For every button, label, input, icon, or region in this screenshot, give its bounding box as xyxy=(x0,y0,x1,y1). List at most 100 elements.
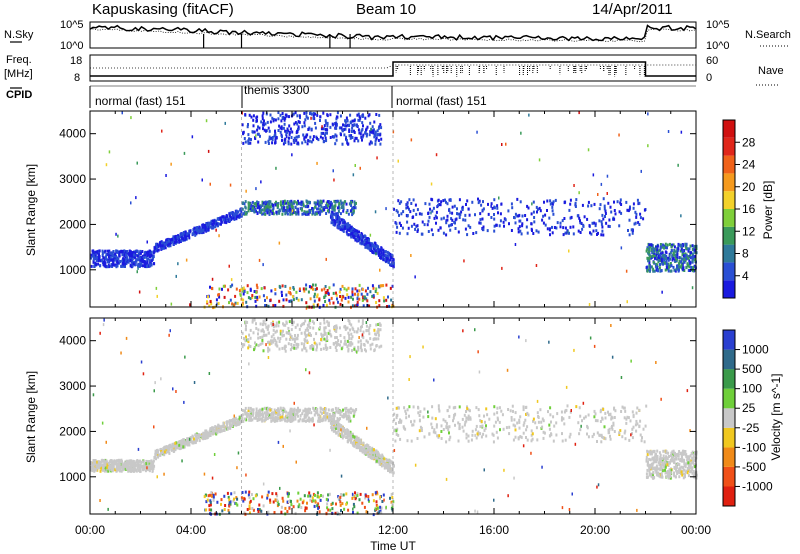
velocity-cell-1714 xyxy=(322,347,325,351)
velocity-cell-704 xyxy=(237,419,239,423)
power-cell-2102 xyxy=(604,209,607,213)
velocity-cell-1117 xyxy=(327,408,330,412)
velocity-cell-1587 xyxy=(368,332,371,336)
power-speck-13 xyxy=(258,258,261,262)
velocity-cell-624 xyxy=(202,434,205,438)
power-cell-1706 xyxy=(358,131,361,135)
velocity-cell-1449 xyxy=(355,443,358,447)
velocity-cell-360 xyxy=(152,460,155,464)
power-cell-2900 xyxy=(305,283,308,287)
power-cell-2562 xyxy=(662,262,665,266)
power-cell-2784 xyxy=(247,296,250,300)
power-cell-330 xyxy=(123,249,126,253)
power-cell-2254 xyxy=(554,198,557,202)
power-cell-1569 xyxy=(281,135,283,139)
power-cell-1888 xyxy=(314,112,316,116)
power-speck-52 xyxy=(189,303,191,307)
power-cell-2668 xyxy=(375,287,378,291)
power-cell-392 xyxy=(210,219,213,223)
velocity-cell-946 xyxy=(266,410,269,414)
power-cell-646 xyxy=(212,226,215,230)
velocity-cell-657 xyxy=(171,448,174,452)
velocity-cell-1447 xyxy=(352,434,354,438)
power-cell-372 xyxy=(148,259,151,262)
power-cell-1059 xyxy=(287,201,290,205)
power-cell-1996 xyxy=(481,208,484,212)
velocity-cell-692 xyxy=(209,433,212,437)
power-cell-2082 xyxy=(475,231,478,235)
power-cell-2252 xyxy=(480,203,483,207)
power-cell-997 xyxy=(316,202,319,206)
power-cell-651 xyxy=(169,238,172,242)
power-colorbar-label: Power [dB] xyxy=(761,181,775,240)
power-cell-1502 xyxy=(372,246,375,250)
power-cell-1813 xyxy=(281,138,283,142)
power-cell-2277 xyxy=(578,216,581,220)
power-cell-1574 xyxy=(288,124,291,128)
velocity-cell-695 xyxy=(235,423,238,427)
velocity-cell-1617 xyxy=(290,343,293,346)
power-cell-2755 xyxy=(338,290,341,294)
velocity-cell-1379 xyxy=(353,435,356,439)
power-cell-2268 xyxy=(563,201,566,205)
power-cell-2728 xyxy=(278,299,281,303)
power-speck-33 xyxy=(680,214,682,218)
power-cell-1071 xyxy=(269,209,272,213)
power-cell-1755 xyxy=(353,129,355,133)
power-cell-786 xyxy=(330,200,332,204)
power-cell-1522 xyxy=(350,134,353,138)
power-cell-360 xyxy=(146,257,149,261)
velocity-cell-1480 xyxy=(340,425,343,429)
power-cell-2274 xyxy=(416,208,419,212)
power-cell-2880 xyxy=(234,294,237,298)
velocity-cell-1413 xyxy=(338,428,340,432)
power-cell-2874 xyxy=(335,293,338,297)
power-cell-169 xyxy=(101,259,103,263)
power-cell-1118 xyxy=(355,201,357,205)
power-cell-2799 xyxy=(256,295,259,299)
power-cell-1879 xyxy=(345,116,348,120)
power-speck-110 xyxy=(285,135,288,139)
power-cell-2229 xyxy=(412,208,415,212)
noise-axis-bottom-right: 10^0 xyxy=(706,40,730,52)
velocity-cell-1582 xyxy=(347,343,350,347)
power-cell-1672 xyxy=(343,124,346,128)
power-cell-113 xyxy=(125,262,128,266)
power-cell-1634 xyxy=(258,126,261,130)
power-cell-2622 xyxy=(691,252,694,256)
power-cell-2079 xyxy=(590,204,593,208)
velocity-cell-1691 xyxy=(270,339,272,343)
power-cell-1647 xyxy=(357,112,360,116)
velocity-cell-898 xyxy=(305,412,308,415)
power-cell-839 xyxy=(326,205,329,209)
power-cell-1804 xyxy=(356,113,359,117)
velocity-cell-745 xyxy=(228,423,231,427)
power-cell-2889 xyxy=(229,298,232,302)
power-cell-2912 xyxy=(231,283,234,287)
velocity-scatter xyxy=(90,318,698,517)
velocity-cell-1685 xyxy=(377,323,380,326)
velocity-cell-1096 xyxy=(342,408,344,412)
power-speck-75 xyxy=(130,201,132,205)
power-cell-1803 xyxy=(304,135,307,139)
power-cell-2028 xyxy=(514,221,517,225)
power-cell-1136 xyxy=(263,208,266,212)
velocity-cell-751 xyxy=(226,424,228,428)
velocity-cell-991 xyxy=(342,414,345,418)
power-cell-2646 xyxy=(666,243,669,247)
power-cell-1814 xyxy=(284,129,287,133)
power-cell-2774 xyxy=(272,304,275,308)
power-cell-2759 xyxy=(332,301,335,305)
velocity-cell-768 xyxy=(317,416,320,420)
velocity-cell-744 xyxy=(188,440,191,444)
velocity-cell-742 xyxy=(238,416,241,420)
power-cell-663 xyxy=(196,230,199,234)
power-cell-340 xyxy=(105,253,108,257)
power-cell-1692 xyxy=(345,124,348,128)
power-cell-2771 xyxy=(221,287,223,291)
power-cell-1730 xyxy=(303,121,306,125)
velocity-cell-1234 xyxy=(387,469,389,472)
power-cell-918 xyxy=(270,202,273,206)
power-cell-746 xyxy=(230,211,233,215)
power-cell-2656 xyxy=(662,254,665,257)
